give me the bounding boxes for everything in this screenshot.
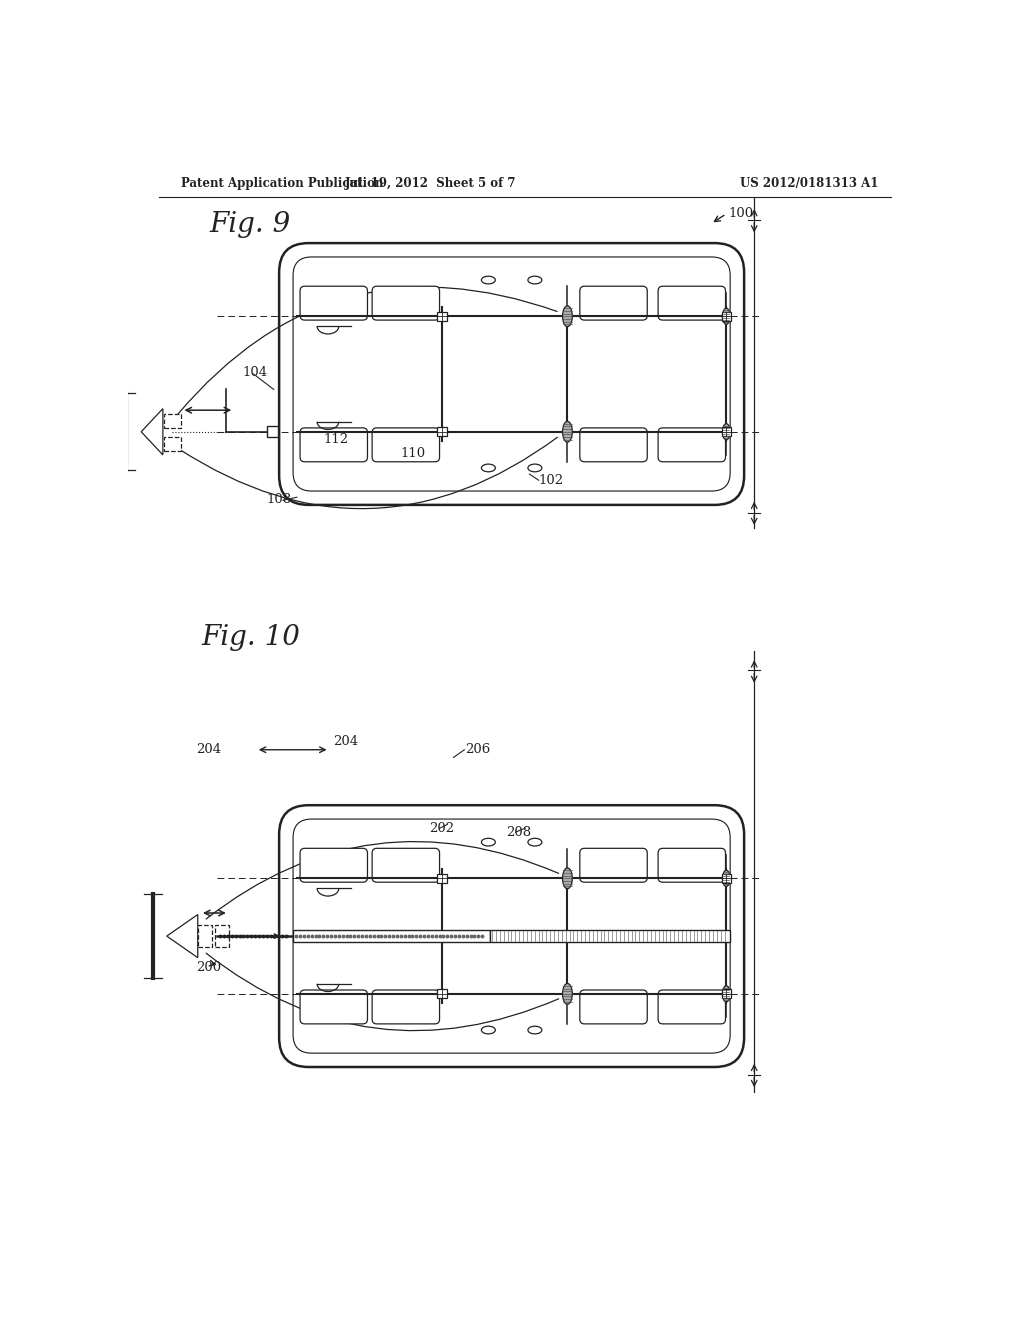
FancyBboxPatch shape — [658, 286, 726, 321]
Text: Fig. 10: Fig. 10 — [202, 624, 300, 651]
FancyBboxPatch shape — [293, 929, 489, 942]
Ellipse shape — [723, 986, 730, 1002]
FancyBboxPatch shape — [489, 929, 730, 942]
Ellipse shape — [528, 465, 542, 471]
FancyBboxPatch shape — [372, 286, 439, 321]
FancyBboxPatch shape — [372, 849, 439, 882]
Text: 204: 204 — [197, 743, 221, 756]
Text: 102: 102 — [539, 474, 564, 487]
Text: 110: 110 — [400, 447, 426, 461]
FancyBboxPatch shape — [165, 437, 181, 451]
FancyBboxPatch shape — [300, 990, 368, 1024]
FancyBboxPatch shape — [722, 312, 731, 321]
FancyBboxPatch shape — [437, 874, 446, 883]
Text: 112: 112 — [324, 433, 348, 446]
Ellipse shape — [528, 1026, 542, 1034]
Ellipse shape — [562, 421, 572, 442]
FancyBboxPatch shape — [266, 426, 278, 437]
Ellipse shape — [723, 870, 730, 887]
FancyBboxPatch shape — [372, 990, 439, 1024]
Text: 108: 108 — [266, 494, 291, 507]
FancyBboxPatch shape — [280, 243, 744, 506]
FancyBboxPatch shape — [300, 286, 368, 321]
FancyBboxPatch shape — [437, 989, 446, 998]
Text: 100: 100 — [729, 207, 754, 220]
Text: Patent Application Publication: Patent Application Publication — [180, 177, 383, 190]
FancyBboxPatch shape — [658, 428, 726, 462]
Ellipse shape — [562, 306, 572, 326]
Text: 104: 104 — [243, 366, 268, 379]
Ellipse shape — [562, 869, 572, 888]
FancyBboxPatch shape — [300, 428, 368, 462]
Text: Fig. 9: Fig. 9 — [209, 211, 291, 238]
FancyBboxPatch shape — [198, 925, 212, 946]
Ellipse shape — [723, 308, 730, 325]
FancyBboxPatch shape — [658, 849, 726, 882]
FancyBboxPatch shape — [722, 874, 731, 883]
FancyBboxPatch shape — [580, 428, 647, 462]
Ellipse shape — [481, 1026, 496, 1034]
Text: 204: 204 — [334, 735, 358, 748]
FancyBboxPatch shape — [580, 849, 647, 882]
FancyBboxPatch shape — [437, 312, 446, 321]
Ellipse shape — [528, 276, 542, 284]
FancyBboxPatch shape — [437, 428, 446, 437]
Text: 202: 202 — [429, 822, 454, 836]
FancyBboxPatch shape — [300, 849, 368, 882]
Text: Jul. 19, 2012  Sheet 5 of 7: Jul. 19, 2012 Sheet 5 of 7 — [344, 177, 516, 190]
Ellipse shape — [723, 424, 730, 440]
Ellipse shape — [528, 838, 542, 846]
FancyBboxPatch shape — [580, 990, 647, 1024]
Ellipse shape — [481, 276, 496, 284]
Text: 206: 206 — [465, 743, 490, 756]
Text: US 2012/0181313 A1: US 2012/0181313 A1 — [740, 177, 879, 190]
FancyBboxPatch shape — [372, 428, 439, 462]
Ellipse shape — [481, 838, 496, 846]
FancyBboxPatch shape — [658, 990, 726, 1024]
Ellipse shape — [562, 983, 572, 1005]
FancyBboxPatch shape — [722, 428, 731, 437]
FancyBboxPatch shape — [215, 925, 228, 946]
Text: 208: 208 — [506, 826, 531, 840]
FancyBboxPatch shape — [165, 414, 181, 428]
Ellipse shape — [481, 465, 496, 471]
FancyBboxPatch shape — [280, 805, 744, 1067]
FancyBboxPatch shape — [722, 989, 731, 998]
Text: 200: 200 — [197, 961, 221, 974]
FancyBboxPatch shape — [580, 286, 647, 321]
